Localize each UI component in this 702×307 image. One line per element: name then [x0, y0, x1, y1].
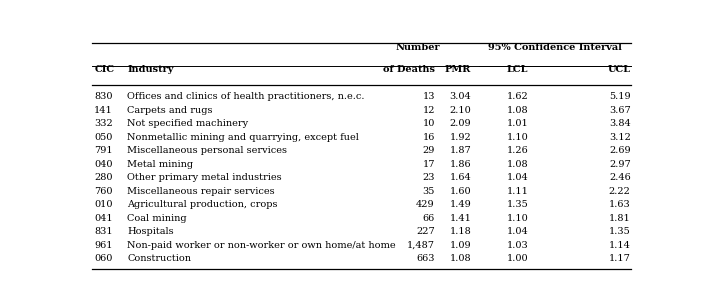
Text: 5.19: 5.19 — [609, 92, 630, 101]
Text: Other primary metal industries: Other primary metal industries — [128, 173, 282, 182]
Text: 961: 961 — [94, 241, 113, 250]
Text: 23: 23 — [423, 173, 435, 182]
Text: 663: 663 — [416, 254, 435, 263]
Text: 3.12: 3.12 — [609, 133, 630, 142]
Text: 1.81: 1.81 — [609, 214, 630, 223]
Text: 1.35: 1.35 — [609, 227, 630, 236]
Text: Industry: Industry — [128, 65, 174, 74]
Text: Construction: Construction — [128, 254, 192, 263]
Text: Miscellaneous repair services: Miscellaneous repair services — [128, 187, 275, 196]
Text: 1.49: 1.49 — [449, 200, 471, 209]
Text: 1.35: 1.35 — [507, 200, 529, 209]
Text: 3.84: 3.84 — [609, 119, 630, 128]
Text: 1.04: 1.04 — [507, 173, 529, 182]
Text: Agricultural production, crops: Agricultural production, crops — [128, 200, 278, 209]
Text: 17: 17 — [423, 160, 435, 169]
Text: 2.69: 2.69 — [609, 146, 630, 155]
Text: PMR: PMR — [445, 65, 471, 74]
Text: 760: 760 — [94, 187, 113, 196]
Text: 010: 010 — [94, 200, 113, 209]
Text: 3.67: 3.67 — [609, 106, 630, 115]
Text: 95% Confidence Interval: 95% Confidence Interval — [488, 44, 622, 52]
Text: 1.60: 1.60 — [450, 187, 471, 196]
Text: Non-paid worker or non-worker or own home/at home: Non-paid worker or non-worker or own hom… — [128, 241, 396, 250]
Text: 1.09: 1.09 — [450, 241, 471, 250]
Text: 1,487: 1,487 — [407, 241, 435, 250]
Text: 13: 13 — [423, 92, 435, 101]
Text: 1.86: 1.86 — [450, 160, 471, 169]
Text: 1.63: 1.63 — [609, 200, 630, 209]
Text: 1.08: 1.08 — [507, 160, 529, 169]
Text: Miscellaneous personal services: Miscellaneous personal services — [128, 146, 287, 155]
Text: 1.10: 1.10 — [507, 133, 529, 142]
Text: 1.18: 1.18 — [449, 227, 471, 236]
Text: Carpets and rugs: Carpets and rugs — [128, 106, 213, 115]
Text: 29: 29 — [423, 146, 435, 155]
Text: 060: 060 — [94, 254, 112, 263]
Text: 050: 050 — [94, 133, 112, 142]
Text: Not specified machinery: Not specified machinery — [128, 119, 249, 128]
Text: 830: 830 — [94, 92, 113, 101]
Text: UCL: UCL — [608, 65, 630, 74]
Text: 16: 16 — [423, 133, 435, 142]
Text: 12: 12 — [423, 106, 435, 115]
Text: 1.08: 1.08 — [507, 106, 529, 115]
Text: 1.14: 1.14 — [609, 241, 630, 250]
Text: 3.04: 3.04 — [449, 92, 471, 101]
Text: 1.01: 1.01 — [507, 119, 529, 128]
Text: 332: 332 — [94, 119, 113, 128]
Text: 791: 791 — [94, 146, 113, 155]
Text: of Deaths: of Deaths — [383, 65, 435, 74]
Text: 1.26: 1.26 — [507, 146, 529, 155]
Text: 2.46: 2.46 — [609, 173, 630, 182]
Text: 66: 66 — [423, 214, 435, 223]
Text: Number: Number — [396, 44, 440, 52]
Text: 1.87: 1.87 — [449, 146, 471, 155]
Text: 040: 040 — [94, 160, 113, 169]
Text: 1.03: 1.03 — [507, 241, 529, 250]
Text: 1.11: 1.11 — [507, 187, 529, 196]
Text: 1.04: 1.04 — [507, 227, 529, 236]
Text: Metal mining: Metal mining — [128, 160, 194, 169]
Text: 227: 227 — [416, 227, 435, 236]
Text: 2.97: 2.97 — [609, 160, 630, 169]
Text: Offices and clinics of health practitioners, n.e.c.: Offices and clinics of health practition… — [128, 92, 365, 101]
Text: 2.10: 2.10 — [449, 106, 471, 115]
Text: 2.09: 2.09 — [450, 119, 471, 128]
Text: Nonmetallic mining and quarrying, except fuel: Nonmetallic mining and quarrying, except… — [128, 133, 359, 142]
Text: 280: 280 — [94, 173, 113, 182]
Text: 831: 831 — [94, 227, 113, 236]
Text: 1.92: 1.92 — [449, 133, 471, 142]
Text: 1.41: 1.41 — [449, 214, 471, 223]
Text: 1.00: 1.00 — [507, 254, 529, 263]
Text: 10: 10 — [423, 119, 435, 128]
Text: Hospitals: Hospitals — [128, 227, 174, 236]
Text: 35: 35 — [423, 187, 435, 196]
Text: LCL: LCL — [507, 65, 529, 74]
Text: 1.10: 1.10 — [507, 214, 529, 223]
Text: 1.17: 1.17 — [609, 254, 630, 263]
Text: Coal mining: Coal mining — [128, 214, 187, 223]
Text: CIC: CIC — [94, 65, 114, 74]
Text: 1.62: 1.62 — [507, 92, 529, 101]
Text: 1.08: 1.08 — [450, 254, 471, 263]
Text: 041: 041 — [94, 214, 113, 223]
Text: 1.64: 1.64 — [449, 173, 471, 182]
Text: 2.22: 2.22 — [609, 187, 630, 196]
Text: 141: 141 — [94, 106, 113, 115]
Text: 429: 429 — [416, 200, 435, 209]
